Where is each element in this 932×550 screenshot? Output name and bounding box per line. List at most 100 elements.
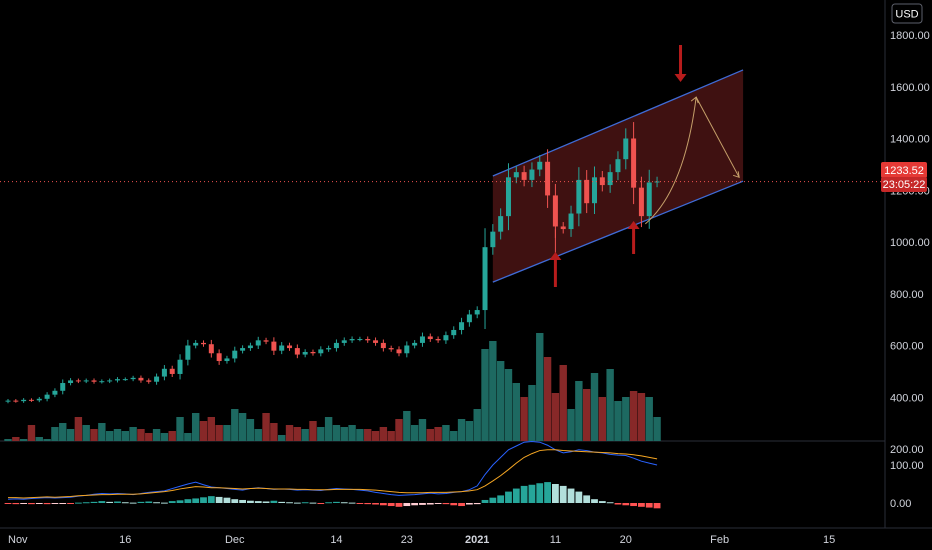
macd-histogram-bar bbox=[559, 485, 567, 503]
macd-histogram-bar bbox=[450, 503, 458, 506]
volume-bar bbox=[160, 433, 169, 441]
candle-body bbox=[138, 377, 144, 381]
candle-body bbox=[216, 353, 222, 362]
macd-histogram-bar bbox=[121, 502, 129, 504]
candle-body bbox=[130, 377, 136, 380]
volume-bar bbox=[450, 431, 458, 441]
macd-histogram-bar bbox=[67, 503, 74, 504]
macd-histogram-bar bbox=[301, 502, 309, 504]
candle-body bbox=[505, 177, 511, 217]
volume-bar bbox=[512, 383, 520, 441]
macd-histogram-bar bbox=[325, 502, 333, 504]
macd-histogram-bar bbox=[340, 502, 348, 504]
candle-body bbox=[521, 172, 527, 180]
candle-body bbox=[107, 380, 113, 382]
volume-bar bbox=[168, 431, 176, 441]
macd-histogram-bar bbox=[254, 501, 262, 503]
volume-bar bbox=[35, 437, 43, 441]
currency-button[interactable]: USD bbox=[895, 9, 918, 21]
volume-bar bbox=[637, 393, 646, 441]
candle-body bbox=[185, 345, 191, 360]
macd-histogram-bar bbox=[129, 502, 137, 504]
volume-bar bbox=[379, 427, 388, 441]
volume-bar bbox=[536, 333, 544, 441]
annotations bbox=[0, 45, 885, 287]
macd-histogram-bar bbox=[82, 502, 90, 504]
price-axis-tick: 1400.00 bbox=[890, 134, 930, 146]
volume-bar bbox=[465, 421, 474, 441]
time-axis-tick: 15 bbox=[823, 534, 835, 546]
macd-histogram-bar bbox=[419, 503, 426, 505]
macd-histogram-bar bbox=[74, 502, 82, 504]
macd-histogram-bar bbox=[512, 488, 520, 503]
volume-bar bbox=[567, 409, 575, 441]
candle-body bbox=[193, 342, 199, 346]
candle-body bbox=[146, 380, 152, 382]
volume-bar bbox=[590, 373, 599, 441]
macd-histogram-bar bbox=[137, 501, 145, 503]
volume-bar bbox=[606, 369, 614, 441]
macd-histogram-bar bbox=[317, 503, 325, 504]
volume-bar bbox=[653, 417, 661, 441]
candle-body bbox=[114, 379, 120, 381]
volume-bar bbox=[98, 423, 106, 441]
candle-body bbox=[435, 339, 441, 341]
currency-button-bg[interactable] bbox=[891, 3, 923, 24]
candle-body bbox=[623, 138, 629, 160]
volume-bar bbox=[254, 429, 262, 441]
time-axis-tick: 2021 bbox=[465, 534, 489, 546]
candle-body bbox=[255, 340, 261, 346]
candle-body bbox=[247, 345, 253, 349]
time-axis-tick: 23 bbox=[401, 534, 413, 546]
volume-bar bbox=[387, 431, 395, 441]
macd-histogram-bar bbox=[59, 503, 67, 504]
candle-body bbox=[349, 339, 355, 341]
macd-histogram-bar bbox=[583, 495, 591, 503]
volume-bar bbox=[622, 397, 630, 441]
candle-body bbox=[529, 169, 535, 180]
candle-body bbox=[537, 161, 543, 170]
candle-body bbox=[373, 340, 379, 343]
volume-bar bbox=[207, 417, 216, 441]
macd-histogram-bar bbox=[520, 485, 528, 503]
macd-histogram-bar bbox=[473, 503, 481, 505]
candle-body bbox=[318, 349, 324, 354]
candle-body bbox=[333, 342, 339, 349]
volume-bar bbox=[410, 425, 419, 441]
candle-body bbox=[341, 340, 347, 343]
macd-histogram-bar bbox=[270, 500, 278, 503]
candle-body bbox=[638, 187, 644, 217]
macd-histogram-bar bbox=[606, 502, 614, 504]
channel-lower-line bbox=[492, 180, 744, 283]
macd-histogram-bar bbox=[262, 501, 270, 503]
macd-histogram-bar bbox=[489, 497, 497, 503]
channel-upper-line bbox=[492, 69, 744, 177]
price-badge-bg bbox=[881, 162, 927, 178]
price-axis-tick: 1600.00 bbox=[890, 82, 930, 94]
macd-histogram-bar bbox=[591, 499, 598, 503]
volume-bar bbox=[90, 429, 98, 441]
macd-histogram-bar bbox=[458, 503, 465, 507]
volume-bar bbox=[426, 429, 434, 441]
macd-histogram-bar bbox=[90, 501, 98, 503]
volume-bar bbox=[598, 397, 607, 441]
volume-bar bbox=[4, 439, 12, 441]
macd-histogram-bar bbox=[552, 484, 559, 503]
candle-body bbox=[279, 345, 285, 351]
volume-bar bbox=[332, 425, 341, 441]
volume-bar bbox=[43, 439, 51, 441]
candle-body bbox=[294, 348, 300, 355]
macd-histogram-bar bbox=[622, 503, 630, 506]
volume-bar bbox=[520, 397, 528, 441]
volume-bar bbox=[614, 401, 622, 441]
price-axis-tick: 1800.00 bbox=[890, 30, 930, 42]
forecast-rise bbox=[645, 97, 697, 225]
macd-histogram-bar bbox=[215, 496, 223, 503]
macd-histogram-bar bbox=[153, 502, 160, 504]
macd-histogram-bar bbox=[356, 503, 364, 504]
up-arrow-head bbox=[627, 221, 640, 229]
macd-histogram-bar bbox=[239, 499, 246, 503]
candle-body bbox=[357, 339, 363, 341]
chart-grid bbox=[0, 0, 932, 529]
